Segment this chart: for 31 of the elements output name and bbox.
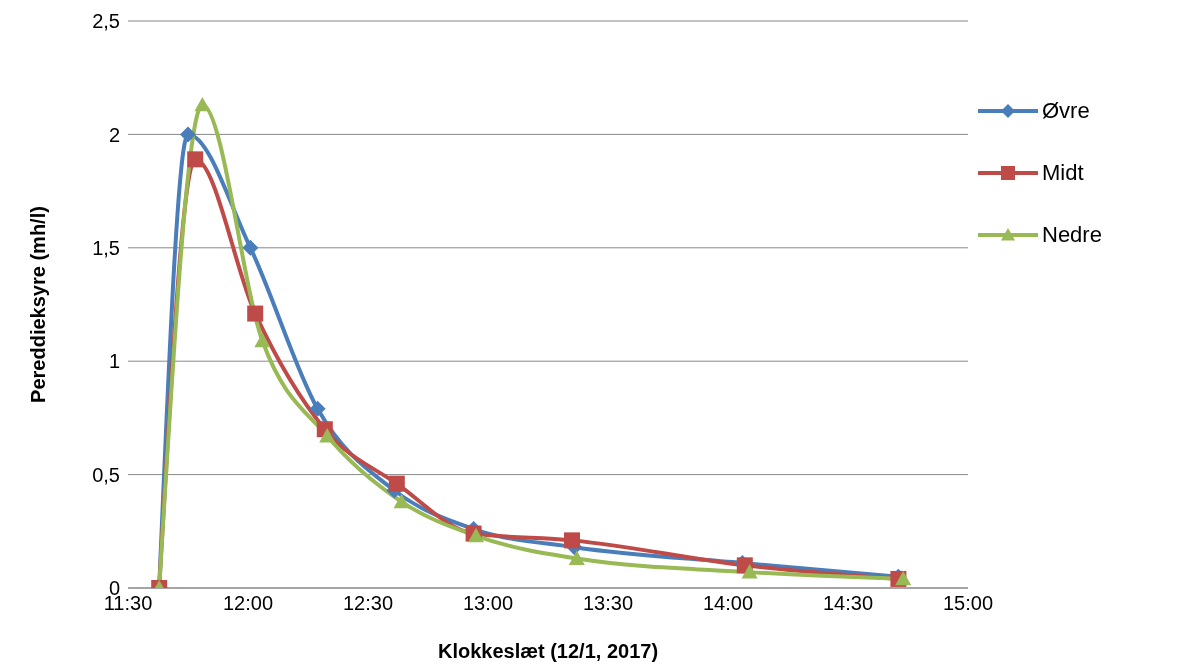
point: [895, 570, 912, 586]
point: [180, 126, 196, 143]
point: [254, 332, 271, 348]
point: [564, 532, 580, 549]
point: [242, 239, 259, 256]
point: [309, 400, 326, 417]
legend-label: Øvre: [1042, 98, 1090, 124]
x-tick-label: 15:00: [942, 592, 994, 615]
x-tick-label: 13:00: [462, 592, 514, 615]
x-tick-label: 12:30: [342, 592, 394, 615]
x-tick-label: 13:30: [582, 592, 634, 615]
legend-label: Midt: [1042, 160, 1084, 186]
point: [741, 564, 758, 579]
legend-label: Nedre: [1042, 222, 1102, 248]
y-tick-label: 2: [108, 123, 120, 146]
x-tick-label: 14:00: [702, 592, 754, 615]
point: [319, 428, 336, 443]
point: [187, 151, 204, 168]
y-axis-title: Pereddieksyre (mh/l): [27, 206, 50, 403]
x-tick-label: 14:30: [822, 592, 874, 615]
y-tick-label: 0,5: [92, 463, 120, 486]
x-axis-title: Klokkeslæt (12/1, 2017): [437, 640, 659, 662]
x-tick-label: 12:00: [222, 592, 274, 615]
y-tick-label: 1,5: [92, 236, 120, 259]
point: [194, 96, 211, 112]
point: [247, 305, 264, 322]
y-tick-label: 1: [108, 350, 120, 373]
point: [393, 493, 410, 509]
point: [568, 550, 585, 565]
point: [388, 475, 405, 492]
y-tick-label: 2,5: [92, 10, 120, 33]
